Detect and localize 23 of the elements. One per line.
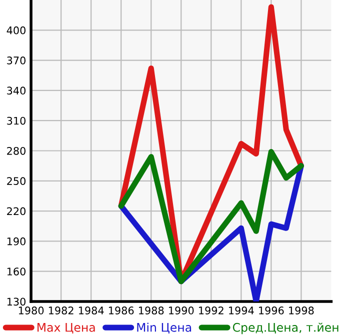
y-tick-label: 250 xyxy=(7,177,26,186)
y-tick-label: 190 xyxy=(7,237,26,246)
x-tick-label: 1996 xyxy=(259,306,284,314)
x-tick-label: 1982 xyxy=(48,306,74,314)
x-tick-label: 1988 xyxy=(139,306,164,314)
x-tick-label: 1986 xyxy=(108,306,134,314)
y-tick-label: 310 xyxy=(7,116,26,125)
x-tick-label: 1992 xyxy=(199,306,224,314)
y-tick-label: 400 xyxy=(6,26,26,34)
y-tick-label: 370 xyxy=(7,56,26,64)
x-tick-label: 1980 xyxy=(18,306,44,314)
x-tick-label: 1984 xyxy=(78,306,104,314)
x-tick-label: 1994 xyxy=(229,306,254,314)
x-tick-label: 1998 xyxy=(289,306,314,314)
y-tick-label: 160 xyxy=(7,268,26,276)
y-tick-label: 340 xyxy=(7,86,26,95)
y-tick-label: 130 xyxy=(7,298,26,306)
legend-label: Max Цена xyxy=(38,323,95,334)
x-tick-label: 1990 xyxy=(169,306,194,314)
legend-label: Min Цена xyxy=(137,322,192,334)
legend-label: Сред.Цена, т.йен xyxy=(232,322,338,334)
y-tick-label: 280 xyxy=(7,146,26,155)
y-tick-label: 220 xyxy=(7,207,26,216)
